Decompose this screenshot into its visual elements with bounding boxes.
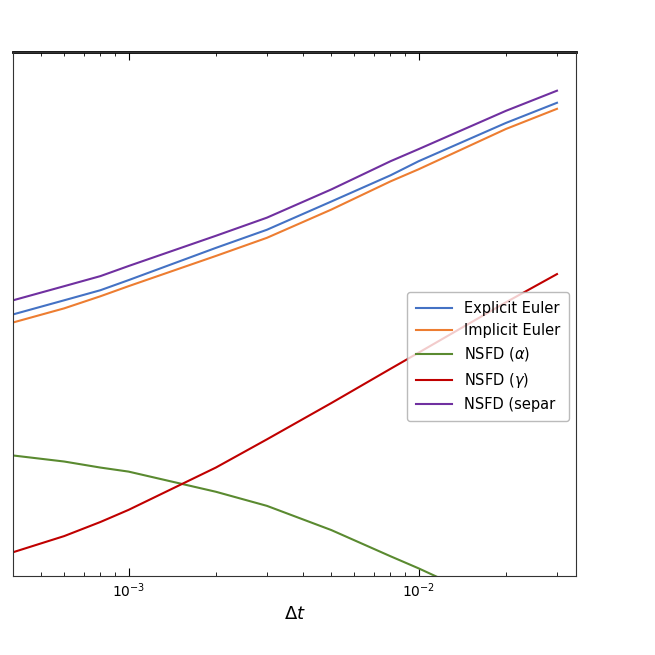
Implicit Euler [124,282,132,290]
NSFD ($\gamma$) [96,518,104,526]
NSFD ($\alpha$) [212,488,220,496]
NSFD ($\gamma$) [553,270,561,278]
Explicit Euler [9,310,17,318]
Implicit Euler [60,305,68,312]
Explicit Euler [502,119,510,127]
NSFD ($\gamma$) [263,436,271,443]
NSFD ($\gamma$) [328,399,335,407]
Explicit Euler [60,296,68,304]
NSFD (separ [96,272,104,280]
NSFD (separ [553,86,561,94]
NSFD ($\alpha$) [553,625,561,633]
Explicit Euler [212,244,220,252]
NSFD (separ [60,282,68,290]
Explicit Euler [96,286,104,294]
Explicit Euler [386,172,394,179]
NSFD (separ [212,232,220,240]
Explicit Euler [415,157,422,165]
Implicit Euler [9,318,17,326]
Implicit Euler [263,234,271,242]
Line: Implicit Euler: Implicit Euler [13,109,557,322]
NSFD (separ [263,214,271,221]
NSFD ($\gamma$) [60,532,68,540]
NSFD ($\alpha$) [386,552,394,560]
NSFD ($\gamma$) [9,548,17,556]
X-axis label: $\Delta t$: $\Delta t$ [284,605,306,624]
Explicit Euler [553,99,561,107]
Explicit Euler [124,276,132,284]
NSFD ($\gamma$) [502,299,510,307]
NSFD (separ [415,145,422,153]
NSFD ($\gamma$) [212,464,220,472]
NSFD (separ [124,262,132,270]
Implicit Euler [415,165,422,173]
NSFD ($\gamma$) [415,348,422,356]
Implicit Euler [96,292,104,300]
Explicit Euler [263,226,271,234]
NSFD (separ [502,107,510,115]
Legend: Explicit Euler, Implicit Euler, NSFD ($\alpha$), NSFD ($\gamma$), NSFD (separ: Explicit Euler, Implicit Euler, NSFD ($\… [407,292,569,421]
Implicit Euler [502,125,510,133]
NSFD ($\alpha$) [96,464,104,472]
NSFD ($\alpha$) [9,451,17,459]
Line: NSFD ($\gamma$): NSFD ($\gamma$) [13,274,557,552]
NSFD ($\alpha$) [415,565,422,572]
NSFD (separ [386,157,394,165]
NSFD ($\alpha$) [60,458,68,466]
NSFD ($\gamma$) [124,506,132,514]
Implicit Euler [386,178,394,185]
Implicit Euler [553,105,561,113]
NSFD (separ [328,185,335,193]
Line: NSFD ($\alpha$): NSFD ($\alpha$) [13,455,557,629]
NSFD ($\alpha$) [124,468,132,476]
NSFD ($\gamma$) [386,365,394,373]
Implicit Euler [212,252,220,260]
NSFD ($\alpha$) [502,605,510,612]
NSFD ($\alpha$) [263,502,271,510]
Line: Explicit Euler: Explicit Euler [13,103,557,314]
Line: NSFD (separ: NSFD (separ [13,90,557,300]
NSFD ($\alpha$) [328,526,335,534]
Explicit Euler [328,198,335,206]
Implicit Euler [328,206,335,214]
NSFD (separ [9,296,17,304]
